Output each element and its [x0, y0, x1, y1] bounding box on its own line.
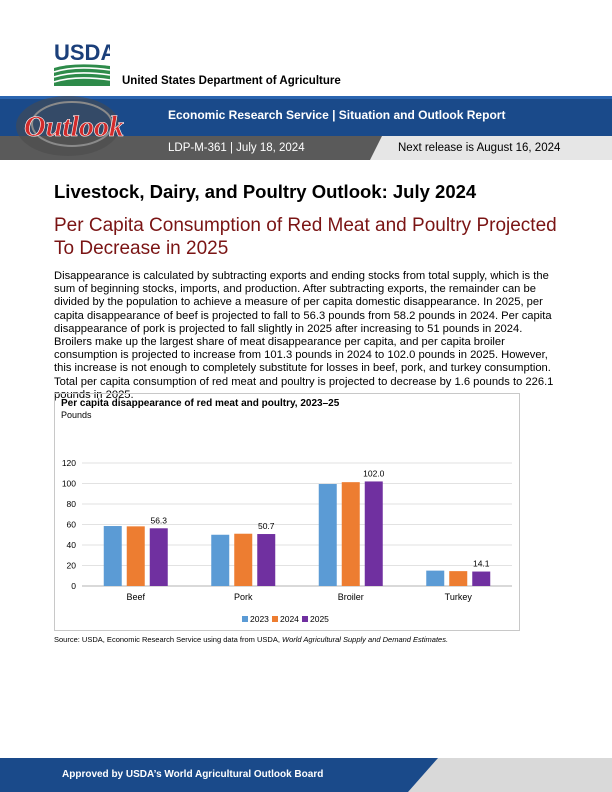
usda-logo-text: USDA — [54, 42, 110, 65]
legend-label: 2024 — [280, 614, 299, 624]
bar-chart: 0 20 40 60 80 100 120 56.3 Beef 50.7 Pork 102.0 Broi… — [62, 458, 512, 624]
outlook-logo: Outlook — [6, 92, 124, 166]
footer-approval-text: Approved by USDA’s World Agricultural Ou… — [62, 769, 324, 780]
y-tick-label: 100 — [62, 479, 76, 489]
report-id: LDP-M-361 | July 18, 2024 — [168, 142, 305, 154]
bar-broiler-2024 — [341, 482, 360, 586]
chart-frame — [54, 393, 520, 631]
bar-turkey-2024 — [449, 571, 468, 586]
x-category-label: Beef — [126, 592, 145, 602]
x-category-label: Pork — [234, 592, 253, 602]
bar-beef-2023 — [103, 526, 122, 586]
y-tick-label: 80 — [67, 499, 77, 509]
y-tick-label: 0 — [71, 581, 76, 591]
info-band-right — [370, 136, 612, 160]
legend-label: 2025 — [310, 614, 329, 624]
y-tick-label: 120 — [62, 458, 76, 468]
legend-swatch-2024 — [272, 616, 278, 622]
outlook-logo-text: Outlook — [24, 110, 124, 143]
data-label: 56.3 — [150, 515, 167, 525]
usda-logo-graphic: USDA — [53, 40, 116, 86]
y-tick-label: 40 — [67, 540, 77, 550]
data-label: 14.1 — [473, 559, 490, 569]
footer-band-right — [408, 758, 612, 792]
bar-turkey-2023 — [426, 570, 445, 586]
bar-broiler-2023 — [318, 484, 337, 586]
chart-title: Per capita disappearance of red meat and… — [61, 398, 340, 409]
report-type-label: Economic Research Service | Situation an… — [168, 108, 506, 122]
next-release-date: Next release is August 16, 2024 — [398, 142, 561, 154]
bar-beef-2024 — [126, 526, 145, 586]
body-paragraph: Disappearance is calculated by subtracti… — [54, 270, 554, 401]
bar-turkey-2025 — [472, 571, 491, 586]
y-tick-label: 20 — [67, 561, 77, 571]
header-accent-line — [0, 96, 612, 99]
legend-swatch-2023 — [242, 616, 248, 622]
source-note: Source: USDA, Economic Research Service … — [54, 635, 448, 644]
data-label: 50.7 — [258, 521, 275, 531]
legend-label: 2023 — [250, 614, 269, 624]
bar-beef-2025 — [149, 528, 168, 586]
source-prefix: Source: USDA, Economic Research Service … — [54, 635, 283, 644]
bar-pork-2024 — [234, 533, 253, 586]
x-category-label: Broiler — [338, 592, 364, 602]
bar-pork-2023 — [211, 534, 230, 586]
page-title: Livestock, Dairy, and Poultry Outlook: J… — [54, 181, 477, 202]
x-category-label: Turkey — [445, 592, 473, 602]
outlook-logo-graphic: Outlook — [16, 96, 124, 156]
page-subtitle: Per Capita Consumption of Red Meat and P… — [54, 215, 557, 259]
legend-swatch-2025 — [302, 616, 308, 622]
bar-broiler-2025 — [364, 481, 383, 586]
source-publication: World Agricultural Supply and Demand Est… — [282, 635, 449, 644]
bar-pork-2025 — [257, 534, 276, 586]
chart-y-axis-label: Pounds — [61, 410, 92, 420]
y-tick-label: 60 — [67, 520, 77, 530]
data-label: 102.0 — [363, 468, 385, 478]
usda-logo: USDA — [53, 40, 116, 86]
department-name: United States Department of Agriculture — [122, 75, 341, 87]
